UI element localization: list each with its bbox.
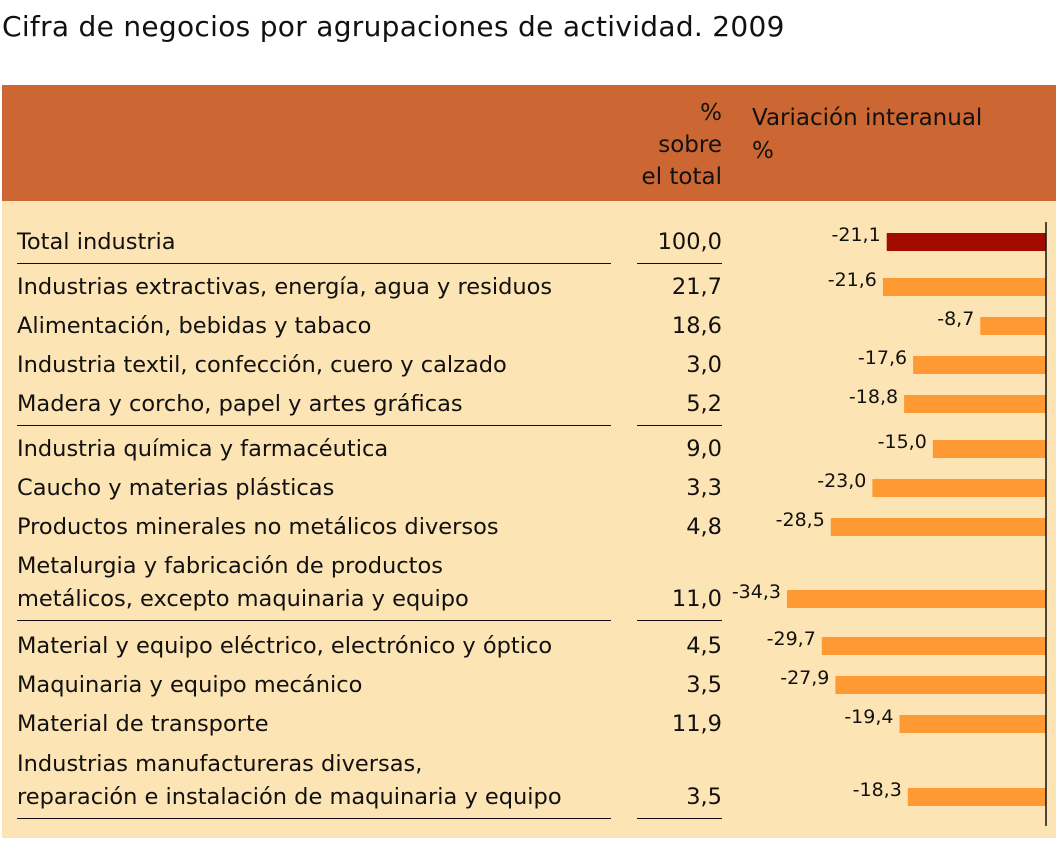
bar-value-label: -21,6 [828, 269, 877, 291]
row-pct-value: 100,0 [657, 229, 722, 255]
row-label: Industria textil, confección, cuero y ca… [17, 352, 507, 378]
bar-value-label: -18,3 [853, 779, 902, 801]
group-separator [17, 425, 611, 426]
row-pct-value: 11,9 [671, 711, 722, 737]
row-label: Material de transporte [17, 711, 269, 737]
row-pct-value: 5,2 [686, 391, 722, 417]
bar-value-label: -28,5 [776, 509, 825, 531]
row-pct-value: 4,8 [686, 514, 722, 540]
group-separator [637, 818, 722, 819]
group-separator [17, 620, 611, 621]
row-pct-value: 3,3 [686, 475, 722, 501]
bar-value-label: -18,8 [849, 386, 898, 408]
group-separator [17, 818, 611, 819]
row-pct-value: 3,5 [686, 672, 722, 698]
bar [899, 715, 1046, 733]
row-label: Maquinaria y equipo mecánico [17, 672, 363, 698]
bar [904, 395, 1046, 413]
row-pct-value: 18,6 [671, 313, 722, 339]
header-variation-line: % [752, 138, 774, 164]
bar-value-label: -21,1 [832, 224, 881, 246]
row-pct-value: 11,0 [671, 586, 722, 612]
row-pct-value: 9,0 [686, 436, 722, 462]
row-label: Total industria [17, 229, 176, 255]
bar-value-label: -8,7 [937, 308, 974, 330]
bar [830, 518, 1046, 536]
row-label: Industrias manufactureras diversas, [17, 751, 423, 777]
bar [932, 440, 1047, 458]
row-label: Madera y corcho, papel y artes gráficas [17, 391, 463, 417]
chart-title: Cifra de negocios por agrupaciones de ac… [2, 10, 785, 43]
row-label: Material y equipo eléctrico, electrónico… [17, 633, 553, 659]
bar [787, 590, 1046, 608]
table-header [2, 85, 1056, 201]
row-label: Metalurgia y fabricación de productos [17, 553, 443, 579]
bar [907, 788, 1046, 806]
row-pct-value: 21,7 [671, 274, 722, 300]
bar [882, 278, 1046, 296]
group-separator [637, 425, 722, 426]
bar-value-label: -27,9 [780, 667, 829, 689]
row-pct-value: 3,5 [686, 784, 722, 810]
row-pct-value: 4,5 [686, 633, 722, 659]
group-separator [637, 620, 722, 621]
row-pct-value: 3,0 [686, 352, 722, 378]
row-label: Industrias extractivas, energía, agua y … [17, 274, 553, 300]
bar-total [886, 233, 1046, 251]
group-separator [637, 263, 722, 264]
header-pct-line: sobre [658, 132, 722, 158]
bar [980, 317, 1046, 335]
row-label: Productos minerales no metálicos diverso… [17, 514, 499, 540]
bar-value-label: -23,0 [817, 470, 866, 492]
bar-value-label: -29,7 [767, 628, 816, 650]
row-label: reparación e instalación de maquinaria y… [17, 784, 562, 810]
bar [821, 637, 1046, 655]
header-pct-line: el total [641, 164, 722, 190]
row-label: Caucho y materias plásticas [17, 475, 335, 501]
bar [913, 356, 1046, 374]
bar-value-label: -17,6 [858, 347, 907, 369]
header-variation: Variación interanual % [752, 102, 982, 168]
bar-value-label: -34,3 [732, 581, 781, 603]
header-pct-line: % [700, 100, 722, 126]
row-label: metálicos, excepto maquinaria y equipo [17, 586, 469, 612]
bar-value-label: -15,0 [878, 431, 927, 453]
row-label: Industria química y farmacéutica [17, 436, 389, 462]
row-label: Alimentación, bebidas y tabaco [17, 313, 372, 339]
group-separator [17, 263, 611, 264]
header-pct-of-total: % sobre el total [600, 97, 722, 193]
bar-value-label: -19,4 [844, 706, 893, 728]
bar [835, 676, 1046, 694]
header-variation-line: Variación interanual [752, 105, 983, 131]
bar [872, 479, 1047, 497]
